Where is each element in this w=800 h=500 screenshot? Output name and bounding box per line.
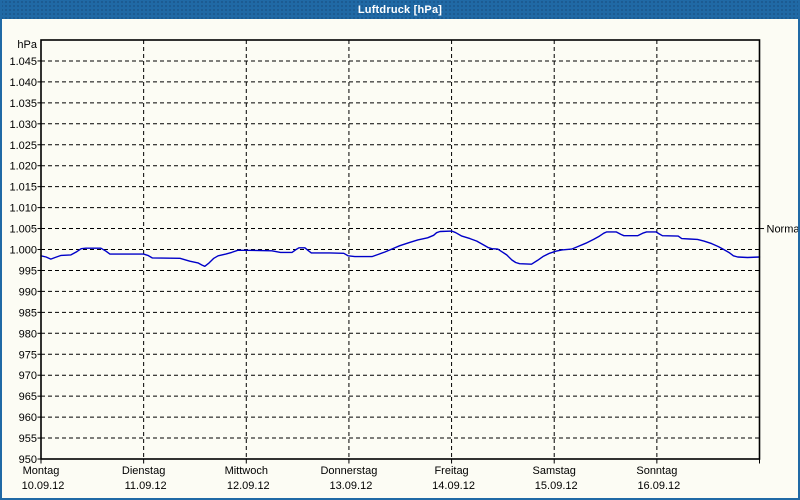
y-tick-label: 955: [19, 433, 37, 445]
day-date-label: 15.09.12: [535, 480, 578, 492]
y-tick-label: 975: [19, 349, 37, 361]
y-tick-label: 1.025: [9, 140, 37, 152]
day-name-label: Freitag: [434, 465, 468, 477]
day-name-label: Samstag: [533, 465, 576, 477]
day-name-label: Mittwoch: [225, 465, 268, 477]
day-date-label: 11.09.12: [125, 480, 167, 492]
y-tick-label: 1.035: [9, 98, 37, 110]
y-tick-label: 965: [19, 391, 37, 403]
y-tick-label: 1.010: [9, 203, 37, 215]
y-tick-label: 985: [19, 307, 37, 319]
y-tick-label: 1.045: [9, 56, 37, 68]
y-tick-label: 1.015: [9, 182, 37, 194]
y-tick-label: 1.020: [9, 161, 37, 173]
y-tick-label: 1.030: [9, 119, 37, 131]
y-tick-label: 1.000: [9, 245, 37, 257]
y-tick-label: 995: [19, 265, 37, 277]
day-name-label: Montag: [23, 465, 60, 477]
y-tick-label: 980: [19, 328, 37, 340]
day-name-label: Donnerstag: [320, 465, 377, 477]
y-tick-label: 950: [19, 454, 37, 466]
day-date-label: 14.09.12: [432, 480, 475, 492]
title-bar[interactable]: Luftdruck [hPa]: [2, 0, 798, 19]
day-name-label: Sonntag: [636, 465, 677, 477]
day-name-label: Dienstag: [122, 465, 165, 477]
day-date-label: 13.09.12: [330, 480, 373, 492]
y-tick-label: 1.005: [9, 224, 37, 236]
y-tick-label: 990: [19, 286, 37, 298]
plot-frame: [40, 39, 761, 460]
unit-label: hPa: [17, 39, 37, 51]
y-tick-label: 1.040: [9, 77, 37, 89]
normal-label: Normal: [767, 224, 800, 236]
day-date-label: 10.09.12: [22, 480, 65, 492]
day-date-label: 16.09.12: [637, 480, 680, 492]
window-title: Luftdruck [hPa]: [357, 3, 443, 16]
pressure-line: [40, 230, 761, 267]
day-date-label: 12.09.12: [227, 480, 270, 492]
y-tick-label: 960: [19, 412, 37, 424]
y-tick-label: 970: [19, 370, 37, 382]
